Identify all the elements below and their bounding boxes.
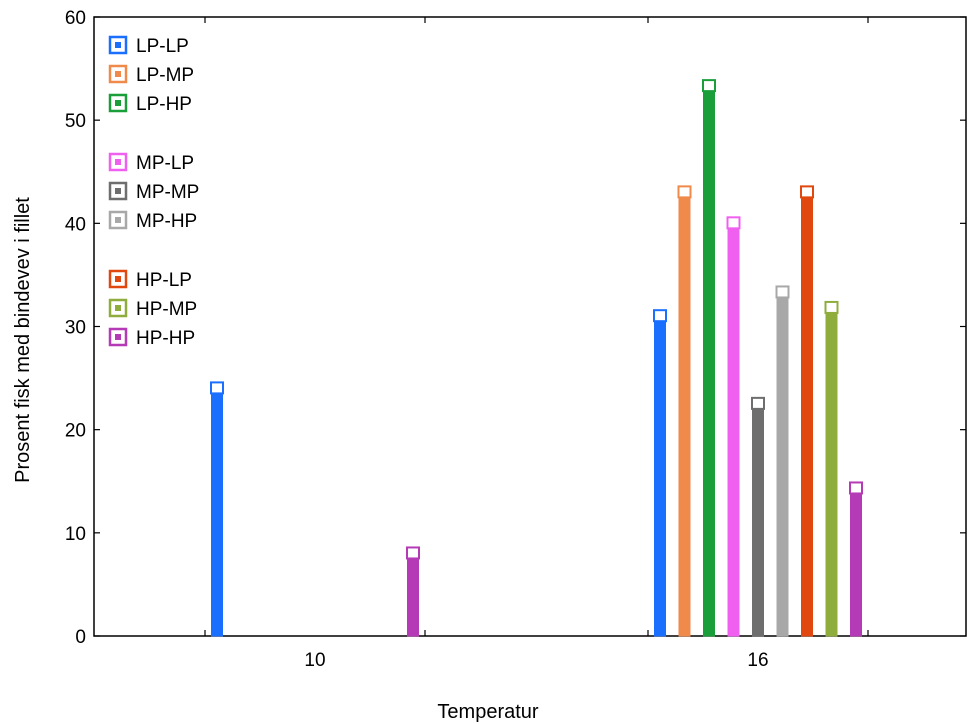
bar-mp-hp-16 — [776, 291, 789, 637]
bar-cap-lp-lp-10 — [210, 381, 224, 395]
legend-swatch-inner — [115, 42, 121, 48]
bar-lp-lp-16 — [654, 315, 666, 637]
x-axis-label: Temperatur — [437, 701, 538, 723]
bar-hp-hp-16 — [850, 487, 862, 637]
x-tick-label: 16 — [747, 650, 768, 671]
bar-lp-lp-10 — [211, 387, 223, 637]
legend-item-hp-mp: HP-MP — [108, 298, 197, 320]
legend-swatch-inner — [115, 100, 121, 106]
legend-label: MP-MP — [136, 182, 199, 203]
bar-cap-mp-lp-16 — [726, 216, 741, 230]
bars-layer — [210, 79, 863, 637]
legend-swatch-inner — [115, 217, 121, 223]
legend-swatch-inner — [115, 276, 121, 282]
legend-item-lp-lp: LP-LP — [108, 35, 189, 57]
bar-cap-lp-hp-16 — [702, 79, 716, 93]
bar-cap-lp-lp-16 — [653, 309, 667, 323]
bar-lp-mp-16 — [678, 191, 691, 637]
bar-mp-mp-16 — [752, 403, 764, 637]
bar-hp-hp-10 — [407, 552, 419, 637]
legend-label: HP-MP — [136, 299, 197, 320]
bar-cap-mp-mp-16 — [751, 396, 765, 410]
bar-cap-hp-hp-10 — [406, 546, 420, 560]
legend: LP-LP LP-MP LP-HP MP-LP MP-MP MP-HP HP-LP HP-MP… — [108, 35, 199, 349]
y-tick-label: 20 — [65, 421, 86, 442]
legend-swatch-inner — [115, 188, 121, 194]
legend-label: HP-LP — [136, 270, 192, 291]
bar-hp-lp-16 — [801, 191, 813, 637]
bar-hp-mp-16 — [825, 307, 838, 637]
legend-item-hp-lp: HP-LP — [108, 269, 192, 291]
bar-cap-hp-lp-16 — [800, 185, 814, 199]
y-axis-label: Prosent fisk med bindevev i fillet — [12, 197, 34, 483]
legend-label: LP-MP — [136, 65, 194, 86]
x-tick-label: 10 — [304, 650, 325, 671]
legend-label: MP-HP — [136, 211, 197, 232]
bar-cap-hp-mp-16 — [824, 300, 839, 314]
legend-item-mp-hp: MP-HP — [108, 210, 197, 232]
legend-label: LP-LP — [136, 36, 189, 57]
y-tick-label: 30 — [65, 318, 86, 339]
legend-item-mp-mp: MP-MP — [108, 181, 199, 203]
legend-swatch-inner — [115, 159, 121, 165]
y-tick-label: 10 — [65, 524, 86, 545]
x-axis: 10 16 — [204, 17, 869, 671]
legend-item-lp-hp: LP-HP — [108, 93, 192, 115]
legend-item-hp-hp: HP-HP — [108, 327, 195, 349]
legend-swatch-inner — [115, 71, 121, 77]
bar-lp-hp-16 — [703, 85, 715, 637]
bar-cap-hp-hp-16 — [849, 481, 863, 495]
y-tick-label: 60 — [65, 8, 86, 29]
legend-item-lp-mp: LP-MP — [108, 64, 194, 86]
y-tick-label: 40 — [65, 214, 86, 235]
bar-cap-mp-hp-16 — [775, 285, 790, 299]
legend-item-mp-lp: MP-LP — [108, 152, 194, 174]
bar-cap-lp-mp-16 — [677, 185, 692, 199]
y-tick-label: 50 — [65, 111, 86, 132]
legend-label: LP-HP — [136, 94, 192, 115]
legend-swatch-inner — [115, 334, 121, 340]
legend-swatch-inner — [115, 305, 121, 311]
legend-label: MP-LP — [136, 153, 194, 174]
y-axis: 0 10 20 30 40 50 60 — [65, 8, 966, 648]
legend-label: HP-HP — [136, 328, 195, 349]
bar-mp-lp-16 — [727, 222, 740, 637]
y-tick-label: 0 — [75, 627, 86, 648]
